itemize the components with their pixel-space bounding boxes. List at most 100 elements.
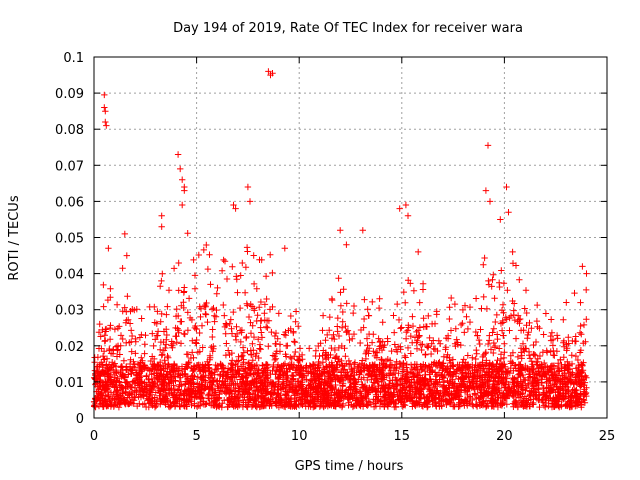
data-point xyxy=(179,201,186,209)
data-point xyxy=(395,343,402,351)
data-point xyxy=(222,352,230,359)
data-point xyxy=(460,356,467,363)
data-point xyxy=(555,398,562,405)
data-point xyxy=(103,402,110,409)
data-point xyxy=(272,329,280,337)
data-point xyxy=(183,397,190,405)
data-point xyxy=(301,372,309,379)
data-point xyxy=(397,381,404,388)
data-point xyxy=(557,356,564,364)
data-point xyxy=(488,363,496,370)
y-tick-label: 0.01 xyxy=(55,376,84,391)
data-point xyxy=(190,363,198,370)
data-point xyxy=(579,263,586,270)
y-tick-label: 0.1 xyxy=(63,51,84,66)
data-point xyxy=(338,388,346,396)
data-point xyxy=(307,364,314,372)
data-point xyxy=(505,209,512,216)
data-point xyxy=(479,359,486,366)
data-point xyxy=(283,392,291,400)
data-point xyxy=(226,320,233,327)
data-point xyxy=(381,341,388,349)
data-point xyxy=(285,382,293,390)
data-point xyxy=(97,333,104,340)
x-tick-label: 20 xyxy=(496,429,513,444)
data-point xyxy=(446,315,453,323)
data-point xyxy=(333,353,340,360)
data-point xyxy=(378,356,385,363)
data-point xyxy=(406,380,413,388)
data-point xyxy=(404,212,412,219)
data-point xyxy=(253,375,260,382)
data-point xyxy=(517,327,525,334)
data-point xyxy=(239,259,246,267)
data-point xyxy=(194,403,201,410)
data-point xyxy=(222,330,229,337)
data-point xyxy=(113,368,120,375)
data-point xyxy=(184,230,191,237)
data-point xyxy=(135,393,142,400)
data-point xyxy=(472,355,479,363)
data-point xyxy=(201,385,208,392)
data-point xyxy=(194,349,202,356)
data-point xyxy=(436,376,443,383)
data-point xyxy=(271,383,278,391)
data-point xyxy=(233,358,241,365)
data-point xyxy=(119,335,126,343)
data-point xyxy=(513,388,521,395)
data-point xyxy=(384,356,391,363)
data-point xyxy=(413,398,420,405)
data-point xyxy=(472,383,480,391)
data-point xyxy=(518,355,525,362)
data-point xyxy=(497,216,504,223)
data-point xyxy=(497,355,505,363)
data-point xyxy=(188,316,196,324)
data-point xyxy=(261,310,268,317)
data-point xyxy=(397,325,404,332)
data-point xyxy=(174,151,182,158)
data-point xyxy=(230,201,237,209)
data-point xyxy=(493,381,501,388)
data-point xyxy=(394,348,401,355)
data-point xyxy=(223,340,230,347)
data-point xyxy=(499,317,506,325)
data-point xyxy=(246,393,253,400)
data-point xyxy=(340,286,347,293)
data-point xyxy=(121,374,129,381)
data-point xyxy=(357,339,364,347)
data-point xyxy=(348,366,355,373)
data-point xyxy=(500,332,507,339)
data-point xyxy=(489,329,496,336)
data-point xyxy=(461,329,468,336)
data-point xyxy=(155,361,162,369)
data-point xyxy=(232,403,239,410)
data-point xyxy=(514,403,521,411)
data-point xyxy=(555,360,562,367)
data-point xyxy=(473,380,481,387)
data-point xyxy=(503,375,510,382)
data-point xyxy=(433,363,441,370)
data-point xyxy=(414,334,422,341)
data-point xyxy=(276,348,284,355)
data-point xyxy=(198,376,206,383)
data-point xyxy=(530,399,537,407)
data-point xyxy=(205,391,212,398)
data-point xyxy=(521,348,528,355)
data-point xyxy=(136,361,143,369)
data-point xyxy=(249,340,256,347)
data-point xyxy=(172,377,179,384)
data-point xyxy=(99,352,107,360)
data-point xyxy=(164,303,171,310)
data-point xyxy=(213,306,220,314)
data-point xyxy=(219,368,227,376)
data-point xyxy=(95,329,103,336)
data-point xyxy=(565,334,572,341)
data-point xyxy=(202,401,209,408)
data-point xyxy=(213,290,220,297)
data-point xyxy=(291,392,298,399)
data-point xyxy=(124,293,131,300)
data-point xyxy=(107,285,114,292)
data-point xyxy=(433,311,440,318)
data-point xyxy=(358,381,366,388)
data-point xyxy=(177,378,184,385)
